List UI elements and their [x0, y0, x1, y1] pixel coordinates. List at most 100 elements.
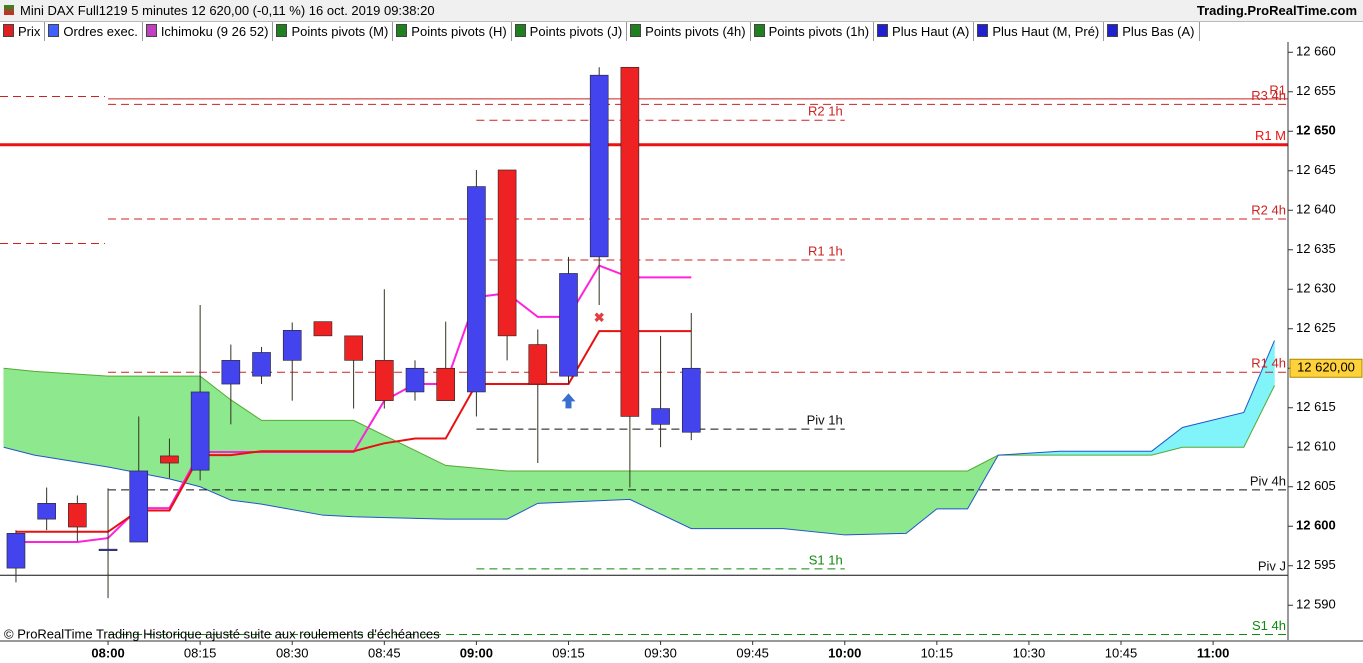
x-tick-label: 09:00: [460, 645, 493, 660]
indicator-tab[interactable]: Points pivots (4h): [627, 22, 751, 41]
last-price-box: [1289, 358, 1363, 378]
candle-body: [375, 360, 394, 401]
candle-body: [528, 344, 548, 385]
x-tick-label: 09:15: [552, 645, 585, 660]
cloud-fill: [3, 367, 35, 456]
indicator-line: [15, 330, 692, 533]
candle-body: [405, 367, 425, 393]
indicator-color: [514, 24, 526, 37]
app-icon: [4, 5, 14, 15]
candle-body: [559, 273, 578, 377]
y-tick-label: 12 595: [1296, 557, 1336, 572]
x-axis: [0, 640, 1363, 663]
candle-body: [497, 169, 517, 337]
indicator-label: Ichimoku (9 26 52): [160, 24, 269, 39]
y-tick-label: 12 615: [1296, 399, 1336, 414]
pivot-label: R3 4h: [1251, 88, 1286, 103]
indicator-label: Points pivots (4h): [645, 24, 746, 39]
indicator-label: Points pivots (J): [529, 24, 623, 39]
y-tick-label: 12 635: [1296, 241, 1336, 256]
y-tick-label: 12 640: [1296, 202, 1336, 217]
y-tick-label: 12 645: [1296, 162, 1336, 177]
indicator-color: [630, 24, 642, 37]
candle-body: [37, 503, 56, 520]
x-tick-label: 10:30: [1013, 645, 1046, 660]
indicator-color: [3, 24, 14, 37]
candle-body: [68, 503, 87, 528]
footer-note: © ProRealTime Trading Historique ajusté …: [4, 626, 440, 641]
y-tick-label: 12 660: [1296, 44, 1336, 59]
cloud-fill: [322, 420, 354, 518]
y-axis: [1288, 42, 1363, 640]
indicator-tab[interactable]: Plus Bas (A): [1104, 22, 1200, 41]
buy-arrow: [561, 393, 576, 409]
sell-mark: ✖: [594, 310, 605, 325]
indicator-label: Points pivots (M): [291, 24, 389, 39]
indicator-tab[interactable]: Plus Haut (A): [874, 22, 975, 41]
indicator-label: Plus Haut (A): [892, 24, 970, 39]
indicator-tab[interactable]: Prix: [0, 22, 46, 41]
x-tick-label: 10:15: [921, 645, 954, 660]
candle-body: [221, 360, 241, 385]
indicator-color: [877, 24, 889, 37]
y-tick-label: 12 625: [1296, 320, 1336, 335]
candle-body: [620, 66, 640, 417]
cloud-fill: [445, 465, 508, 520]
indicator-bar: Prix Ordres exec. Ichimoku (9 26 52) Points…: [0, 22, 1200, 41]
pivot-label: R1: [1269, 82, 1286, 97]
title-bar: Mini DAX Full1219 5 minutes 12 620,00 (-…: [0, 0, 1363, 22]
candle-body: [129, 470, 149, 543]
pivot-label: Piv 1h: [807, 413, 843, 428]
candle-body: [160, 455, 179, 464]
pivot-label: R1 4h: [1251, 356, 1286, 371]
y-tick-label: 12 590: [1296, 597, 1336, 612]
y-tick-label: 12 630: [1296, 281, 1336, 296]
indicator-label: Plus Bas (A): [1122, 24, 1195, 39]
indicator-tab[interactable]: Points pivots (J): [511, 22, 628, 41]
indicator-color: [753, 24, 765, 37]
candle-body: [467, 186, 486, 393]
indicator-tab[interactable]: Plus Haut (M, Pré): [974, 22, 1105, 41]
x-tick-label: 09:30: [644, 645, 677, 660]
candle-body: [651, 408, 670, 425]
plot-area: [0, 42, 1288, 640]
x-tick-label: 08:45: [368, 645, 401, 660]
cloud-fill: [844, 470, 907, 536]
pivot-label: R1 M: [1255, 128, 1286, 143]
last-price-label: 12 620,00: [1297, 360, 1355, 375]
indicator-tab[interactable]: Points pivots (M): [273, 22, 394, 41]
chart-title: Mini DAX Full1219 5 minutes 12 620,00 (-…: [20, 3, 435, 18]
cloud-fill: [261, 420, 324, 516]
x-tick-label: 08:30: [276, 645, 309, 660]
indicator-label: Plus Haut (M, Pré): [992, 24, 1100, 39]
indicator-color: [396, 24, 408, 37]
indicator-tab[interactable]: Ordres exec.: [45, 22, 143, 41]
pivot-label: Piv 4h: [1250, 473, 1286, 488]
indicator-label: Points pivots (1h): [768, 24, 870, 39]
cloud-fill: [537, 470, 631, 504]
x-tick-label: 08:00: [91, 645, 124, 660]
site-name: Trading.ProRealTime.com: [1196, 3, 1357, 18]
candle-body: [436, 367, 456, 401]
indicator-color: [977, 24, 989, 37]
cloud-fill: [691, 470, 784, 529]
pivot-label: R2 1h: [808, 104, 843, 119]
pivot-label: S1 4h: [1252, 618, 1286, 633]
cloud-fill: [34, 371, 109, 468]
indicator-color: [145, 24, 157, 37]
candle-body: [589, 74, 609, 258]
indicator-tab[interactable]: Ichimoku (9 26 52): [142, 22, 274, 41]
indicator-tab[interactable]: Points pivots (H): [393, 22, 512, 41]
x-tick-label: 09:45: [736, 645, 769, 660]
pivot-label: S1 1h: [809, 552, 843, 567]
pivot-label: R1 1h: [808, 243, 843, 258]
candle-body: [252, 352, 271, 377]
y-tick-label: 12 610: [1296, 439, 1336, 454]
y-tick-label: 12 600: [1296, 518, 1336, 533]
y-tick-label: 12 605: [1296, 478, 1336, 493]
indicator-tab[interactable]: Points pivots (1h): [750, 22, 875, 41]
x-tick-label: 08:15: [184, 645, 217, 660]
indicator-label: Prix: [18, 24, 41, 39]
